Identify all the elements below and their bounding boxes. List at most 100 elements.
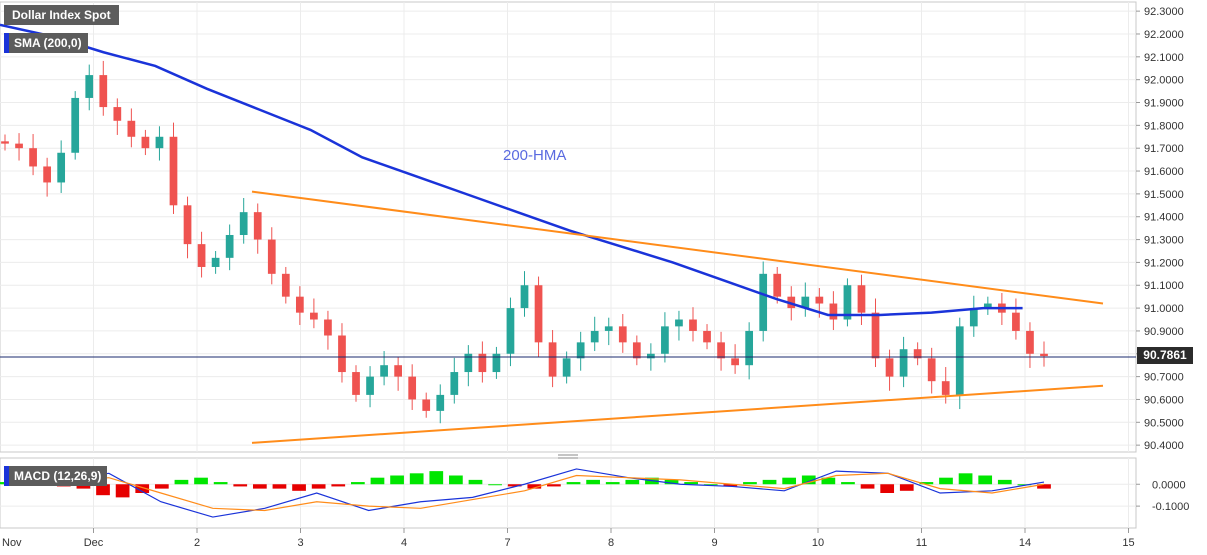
candle-body (253, 212, 262, 240)
candle-body (366, 376, 374, 395)
candle-body (590, 330, 599, 343)
resistance-trendline (251, 190, 1104, 305)
macd-histogram-bar (96, 484, 110, 496)
candle-body (15, 143, 23, 149)
candle-body (183, 205, 192, 245)
x-tick-label: 14 (1019, 537, 1031, 549)
macd-histogram-bar (331, 484, 346, 487)
x-tick-label: 15 (1122, 537, 1134, 549)
x-tick-label: 8 (608, 537, 614, 549)
candle-body (380, 365, 388, 377)
y-tick-label: 91.2000 (1144, 257, 1184, 269)
candle-body (618, 326, 627, 343)
macd-histogram-bar (390, 475, 404, 485)
candle-body (927, 358, 936, 382)
candle-body (239, 212, 248, 235)
x-tick-label: Nov (2, 537, 22, 549)
candle-body (604, 326, 613, 331)
macd-indicator-label[interactable]: MACD (12,26,9) (4, 466, 108, 486)
y-tick-label: 91.6000 (1144, 166, 1184, 178)
y-tick-label: 91.3000 (1144, 235, 1184, 247)
candle-body (169, 136, 178, 206)
macd-histogram-bar (449, 475, 463, 485)
candle-body (913, 349, 922, 359)
candle-body (576, 342, 585, 359)
candle-body (717, 342, 725, 359)
candle-body (492, 353, 501, 373)
y-tick-label: 92.3000 (1144, 6, 1184, 18)
macd-histogram-bar (782, 477, 797, 485)
macd-histogram-bar (919, 482, 934, 485)
candle-body (141, 136, 150, 149)
y-tick-label: 90.4000 (1144, 440, 1184, 452)
y-tick-label: 91.8000 (1144, 120, 1184, 132)
macd-histogram-bar (213, 482, 228, 485)
macd-histogram-bar (762, 479, 777, 485)
macd-histogram-bar (1037, 484, 1051, 489)
candle-body (85, 75, 94, 98)
macd-histogram-bar (841, 482, 855, 485)
candle-body (1, 141, 9, 144)
candle-body (197, 244, 206, 267)
macd-histogram-bar (488, 484, 502, 486)
candle-body (955, 326, 964, 395)
macd-y-tick-label: -0.1000 (1152, 501, 1189, 513)
macd-histogram-bar (723, 484, 738, 487)
macd-line (4, 468, 1045, 518)
macd-histogram-bar (468, 479, 483, 485)
y-tick-label: 91.9000 (1144, 98, 1184, 110)
support-trendline (251, 384, 1104, 444)
macd-histogram-bar (233, 484, 248, 487)
macd-histogram-bar (860, 484, 875, 489)
y-tick-label: 91.1000 (1144, 280, 1184, 292)
candle-body (464, 353, 473, 373)
candle-body (310, 312, 318, 320)
candle-body (899, 349, 908, 377)
candle-body (99, 75, 108, 108)
candle-body (29, 148, 37, 167)
candle-body (773, 273, 782, 297)
y-tick-label: 90.6000 (1144, 394, 1184, 406)
macd-histogram-bar (507, 484, 522, 487)
candle-body (295, 296, 304, 313)
macd-histogram-bar (743, 482, 757, 485)
candle-body (661, 326, 669, 354)
candle-body (422, 399, 431, 411)
y-tick-label: 91.7000 (1144, 143, 1184, 155)
macd-histogram-bar (527, 484, 542, 489)
macd-histogram-bar (978, 475, 993, 485)
macd-histogram-bar (311, 484, 326, 489)
y-tick-label: 91.0000 (1144, 303, 1184, 315)
signal-line (5, 472, 1045, 512)
candle-body (731, 358, 739, 366)
macd-histogram-bar (821, 477, 836, 485)
macd-histogram-bar (899, 484, 914, 491)
y-tick-label: 92.0000 (1144, 75, 1184, 87)
candle-body (829, 303, 838, 320)
sma-200-line (0, 23, 1023, 317)
candle-body (843, 285, 852, 320)
candle-body (71, 97, 80, 153)
candle-body (703, 330, 711, 343)
candle-body (885, 358, 894, 377)
macd-histogram-bar (1017, 484, 1032, 486)
macd-histogram-bar (625, 479, 640, 485)
candle-body (562, 358, 571, 377)
current-price-tag: 90.7861 (1137, 347, 1193, 364)
candle-body (43, 166, 51, 183)
macd-histogram-bar (939, 477, 953, 485)
macd-histogram-bar (370, 477, 385, 485)
candle-body (801, 296, 810, 309)
main-panel-border (0, 1, 1137, 453)
sma-indicator-label[interactable]: SMA (200,0) (4, 33, 88, 53)
candle-body (871, 312, 880, 359)
candle-body (450, 372, 459, 395)
macd-histogram-bar (958, 473, 973, 485)
macd-histogram-bar (703, 484, 718, 486)
candle-body (267, 239, 276, 274)
macd-histogram-bar (566, 482, 581, 485)
macd-histogram-bar (409, 473, 424, 485)
candle-body (281, 273, 290, 297)
candle-body (1026, 330, 1034, 354)
